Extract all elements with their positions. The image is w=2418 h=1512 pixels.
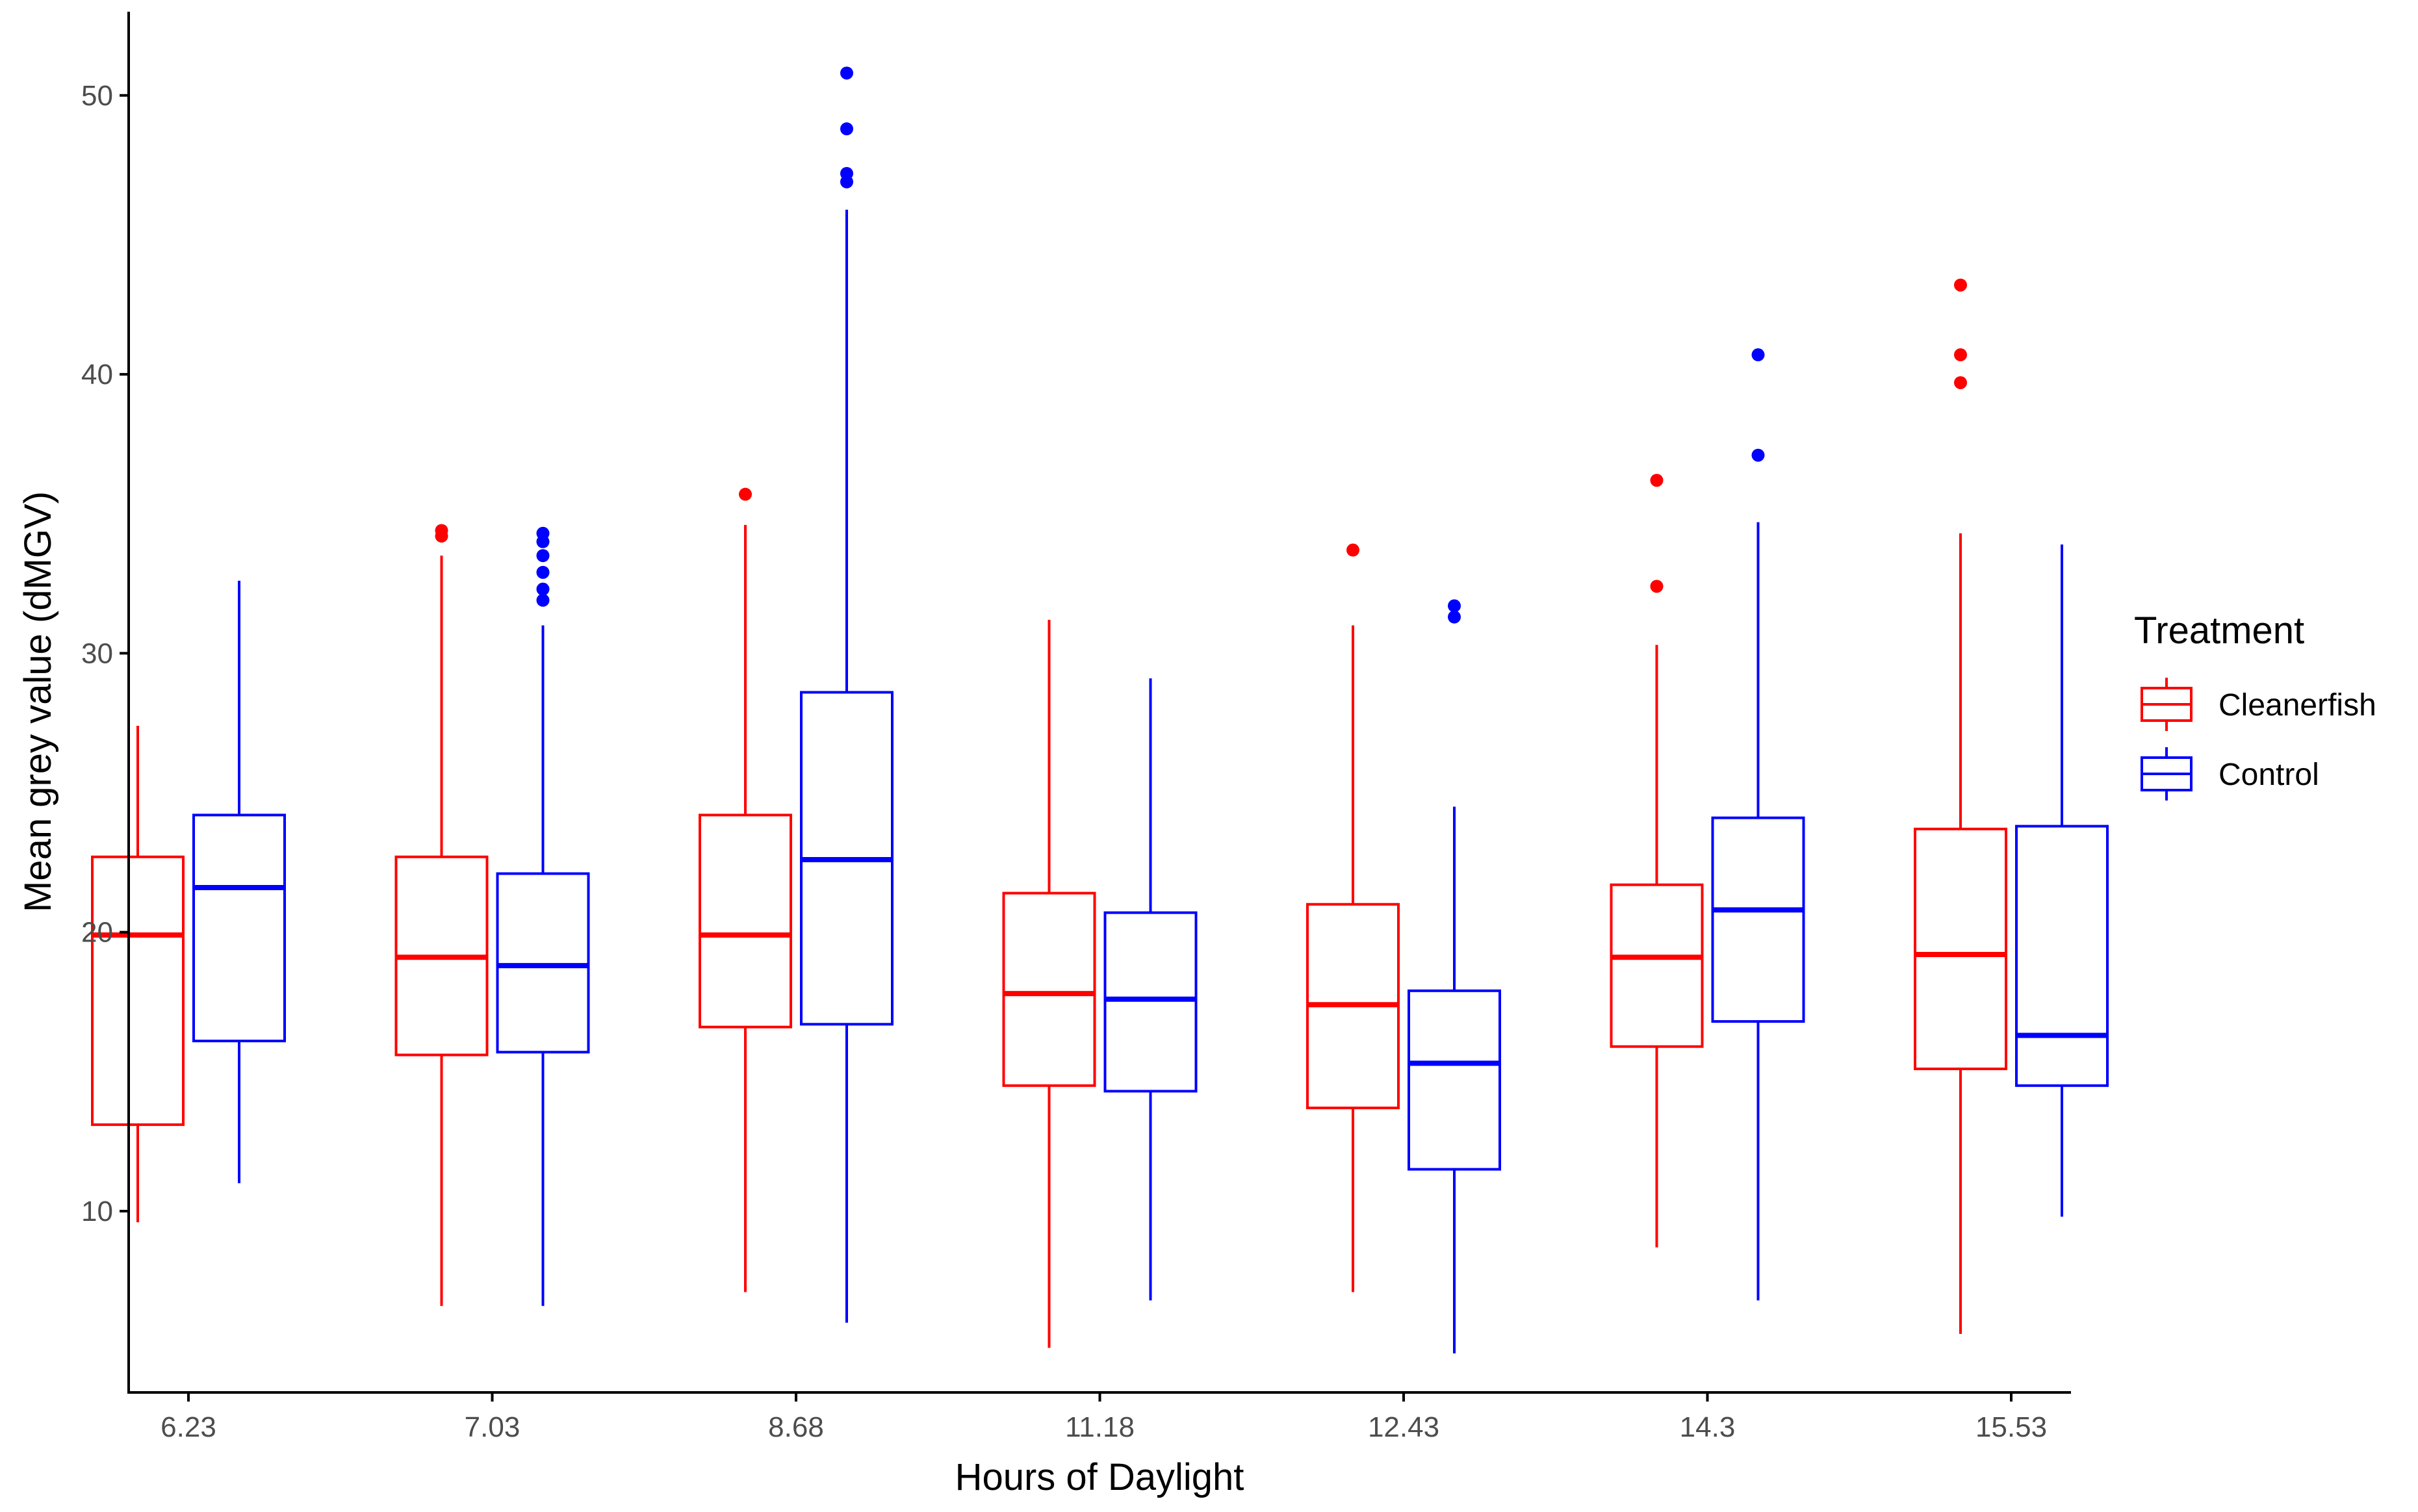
y-axis-ticks: 10 20 30 40 50	[81, 80, 129, 1227]
box-control-15-53	[2015, 544, 2109, 1217]
x-tick-label: 15.53	[1975, 1411, 2047, 1443]
box-iqr	[1711, 816, 1805, 1023]
outlier-point	[739, 487, 752, 501]
outlier-point	[435, 524, 448, 537]
outlier-point	[840, 166, 853, 180]
y-tick-label: 20	[81, 917, 113, 949]
box-cleanerfish-15-53	[1914, 278, 2007, 1334]
box-control-8-68	[800, 66, 894, 1323]
box-iqr	[1103, 911, 1198, 1093]
legend-title: Treatment	[2134, 609, 2304, 652]
outlier-point	[1954, 348, 1967, 362]
y-tick-label: 30	[81, 637, 113, 669]
y-axis-title: Mean grey value (dMGV)	[17, 491, 59, 912]
legend: Treatment Cleanerfish Control	[2134, 609, 2376, 801]
legend-item-control: Control	[2141, 747, 2319, 801]
box-iqr	[699, 814, 792, 1029]
box-iqr	[91, 855, 185, 1126]
box-cleanerfish-14-3	[1610, 474, 1704, 1248]
outlier-point	[1448, 610, 1461, 624]
y-tick-label: 40	[81, 359, 113, 391]
outlier-point	[536, 549, 550, 563]
x-tick-label: 14.3	[1680, 1411, 1736, 1443]
box-cleanerfish-11-18	[1002, 619, 1096, 1348]
y-tick-label: 10	[81, 1196, 113, 1227]
outlier-point	[536, 582, 550, 596]
box-iqr	[1914, 827, 2007, 1071]
outlier-point	[536, 565, 550, 579]
legend-item-cleanerfish: Cleanerfish	[2141, 678, 2376, 731]
box-cleanerfish-7-03	[394, 524, 489, 1306]
outlier-point	[1954, 278, 1967, 292]
x-tick-label: 11.18	[1065, 1411, 1135, 1443]
outlier-point	[1346, 543, 1359, 557]
box-control-12-43	[1408, 599, 1501, 1353]
x-tick-label: 8.68	[768, 1411, 824, 1443]
box-iqr	[2015, 825, 2109, 1087]
box-control-7-03	[496, 526, 590, 1306]
box-cleanerfish-6-23	[91, 725, 185, 1223]
box-iqr	[1408, 989, 1501, 1171]
x-tick-label: 6.23	[161, 1411, 216, 1443]
outlier-point	[536, 526, 550, 540]
legend-label: Cleanerfish	[2219, 688, 2376, 723]
box-cleanerfish-8-68	[699, 487, 792, 1292]
outlier-point	[840, 122, 853, 136]
box-control-14-3	[1711, 348, 1805, 1301]
outlier-point	[1650, 474, 1664, 487]
outlier-point	[536, 593, 550, 607]
legend-label: Control	[2219, 758, 2319, 792]
outlier-point	[1448, 599, 1461, 613]
outlier-point	[840, 66, 853, 80]
x-tick-label: 7.03	[465, 1411, 521, 1443]
box-iqr	[1002, 891, 1096, 1087]
box-iqr	[1610, 883, 1704, 1048]
box-control-6-23	[192, 580, 286, 1184]
y-tick-label: 50	[81, 80, 113, 112]
outlier-point	[1954, 376, 1967, 389]
x-axis-title: Hours of Daylight	[955, 1456, 1244, 1498]
outlier-point	[1650, 580, 1664, 593]
outlier-point	[1751, 448, 1765, 462]
box-iqr	[192, 814, 286, 1043]
x-tick-label: 12.43	[1368, 1411, 1439, 1443]
outlier-point	[1751, 348, 1765, 362]
x-axis-ticks: 6.23 7.03 8.68 11.18 12.43 14.3 15.53	[161, 1392, 2047, 1443]
box-iqr	[496, 872, 590, 1054]
plot-area	[91, 66, 2109, 1353]
box-control-11-18	[1103, 678, 1198, 1301]
box-cleanerfish-12-43	[1306, 543, 1400, 1292]
